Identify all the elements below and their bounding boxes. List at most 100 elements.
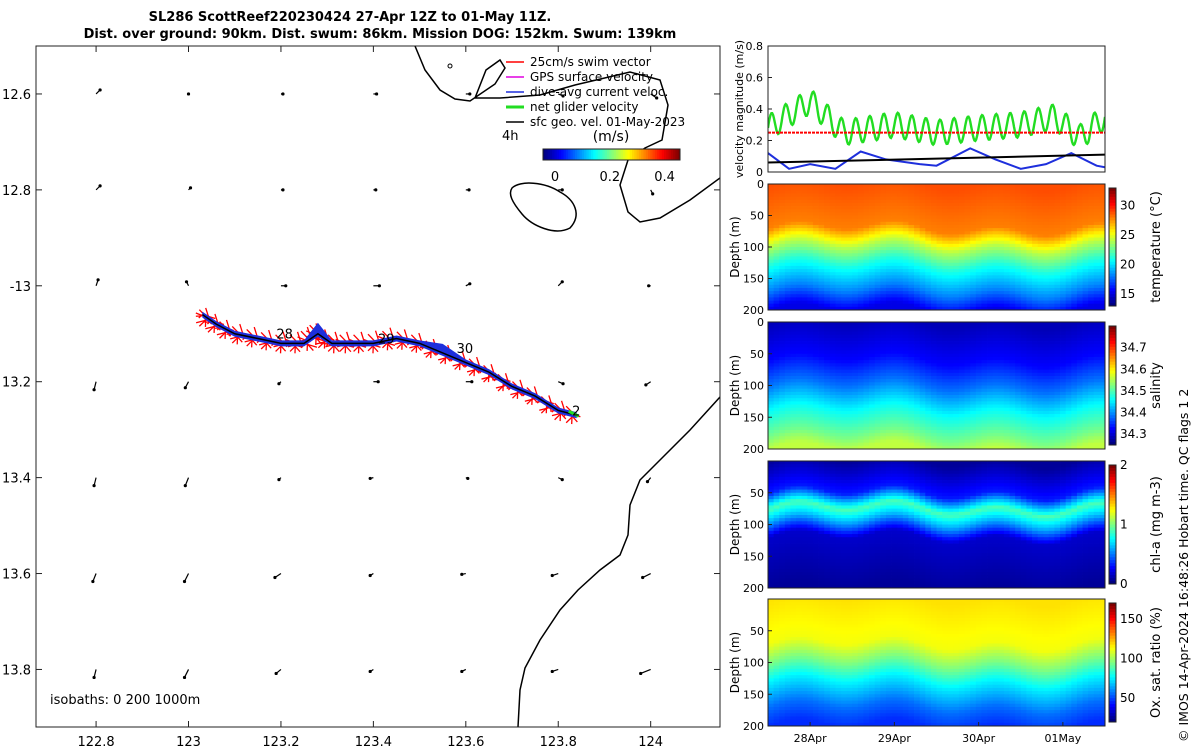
section-cell (841, 237, 848, 242)
section-cell (1020, 350, 1027, 355)
section-cell (1054, 206, 1061, 210)
section-cell (914, 234, 921, 238)
section-cell (1031, 262, 1038, 267)
section-cell (784, 388, 791, 393)
section-cell (801, 265, 808, 270)
section-colorbar-segment (1109, 202, 1116, 207)
section-cell (953, 391, 960, 396)
section-cell (998, 284, 1005, 289)
section-cell (885, 337, 892, 342)
section-cell (1020, 224, 1027, 229)
section-cell (885, 240, 892, 245)
section-cell (958, 369, 965, 374)
section-cell (768, 388, 775, 393)
section-cell (1043, 196, 1050, 201)
section-cell (1037, 344, 1044, 348)
section-cell (801, 228, 808, 232)
section-cell (857, 322, 864, 326)
section-cell (773, 350, 780, 355)
section-cell (925, 366, 932, 371)
section-cell (818, 231, 825, 235)
section-cell (1048, 291, 1055, 295)
section-cell (784, 375, 791, 380)
section-cell (1037, 275, 1044, 279)
section-cell (885, 291, 892, 295)
section-cell (998, 256, 1005, 260)
section-cell (824, 426, 831, 431)
section-cell (992, 404, 999, 409)
section-cell (784, 199, 791, 204)
section-cell (914, 209, 921, 213)
section-cell (953, 379, 960, 383)
section-cell (835, 341, 842, 345)
section-cell (902, 328, 909, 332)
section-cell (869, 372, 876, 377)
section-cell (829, 417, 836, 421)
section-cell (1054, 414, 1061, 418)
section-cell (801, 334, 808, 339)
section-cell (1009, 325, 1016, 329)
section-cell (1093, 404, 1100, 409)
section-cell (992, 356, 999, 361)
section-cell (925, 209, 932, 213)
section-cell (807, 184, 814, 188)
section-cell (1048, 237, 1055, 242)
section-cell (998, 328, 1005, 332)
section-cell (902, 275, 909, 279)
section-cell (1099, 382, 1106, 386)
section-cell (1088, 328, 1095, 332)
section-colorbar-segment (1109, 264, 1116, 269)
section-cell (930, 237, 937, 242)
section-cell (1082, 328, 1089, 332)
section-cell (841, 196, 848, 201)
section-cell (908, 347, 915, 351)
section-cell (1043, 341, 1050, 345)
section-colorbar-segment (1109, 220, 1116, 224)
section-cell (936, 265, 943, 270)
section-cell (936, 420, 943, 424)
section-cell (1088, 372, 1095, 377)
section-cell (975, 247, 982, 251)
section-cell (779, 209, 786, 213)
section-cell (818, 420, 825, 424)
section-cell (1093, 240, 1100, 245)
section-cell (885, 281, 892, 286)
section-cell (1026, 385, 1033, 390)
section-cell (869, 206, 876, 210)
section-cell (891, 231, 898, 235)
section-cell (930, 193, 937, 197)
section-cell (958, 278, 965, 283)
section-cell (1060, 360, 1067, 364)
section-cell (1060, 278, 1067, 283)
section-cell (796, 356, 803, 361)
section-cell (925, 240, 932, 245)
section-cell (1099, 287, 1106, 292)
section-cell (964, 404, 971, 409)
section-cell (779, 375, 786, 380)
section-cell (796, 259, 803, 264)
section-cell (1093, 379, 1100, 383)
section-cell (869, 187, 876, 191)
section-cell (841, 294, 848, 298)
section-cell (908, 228, 915, 232)
section-cell (869, 193, 876, 197)
section-cell (930, 278, 937, 283)
section-cell (908, 401, 915, 405)
section-cell (891, 272, 898, 276)
section-cell (829, 410, 836, 415)
section-cell (857, 265, 864, 270)
section-cell (1099, 228, 1106, 232)
section-cell (874, 291, 881, 295)
section-cell (1099, 294, 1106, 298)
section-cell (1031, 237, 1038, 242)
section-cell (897, 410, 904, 415)
section-cell (970, 287, 977, 292)
section-cell (902, 234, 909, 238)
section-cell (1082, 385, 1089, 390)
section-cell (880, 187, 887, 191)
section-cell (829, 199, 836, 204)
section-cell (936, 391, 943, 396)
coastline-north (414, 46, 720, 223)
section-cell (1037, 414, 1044, 418)
section-cell (919, 190, 926, 194)
